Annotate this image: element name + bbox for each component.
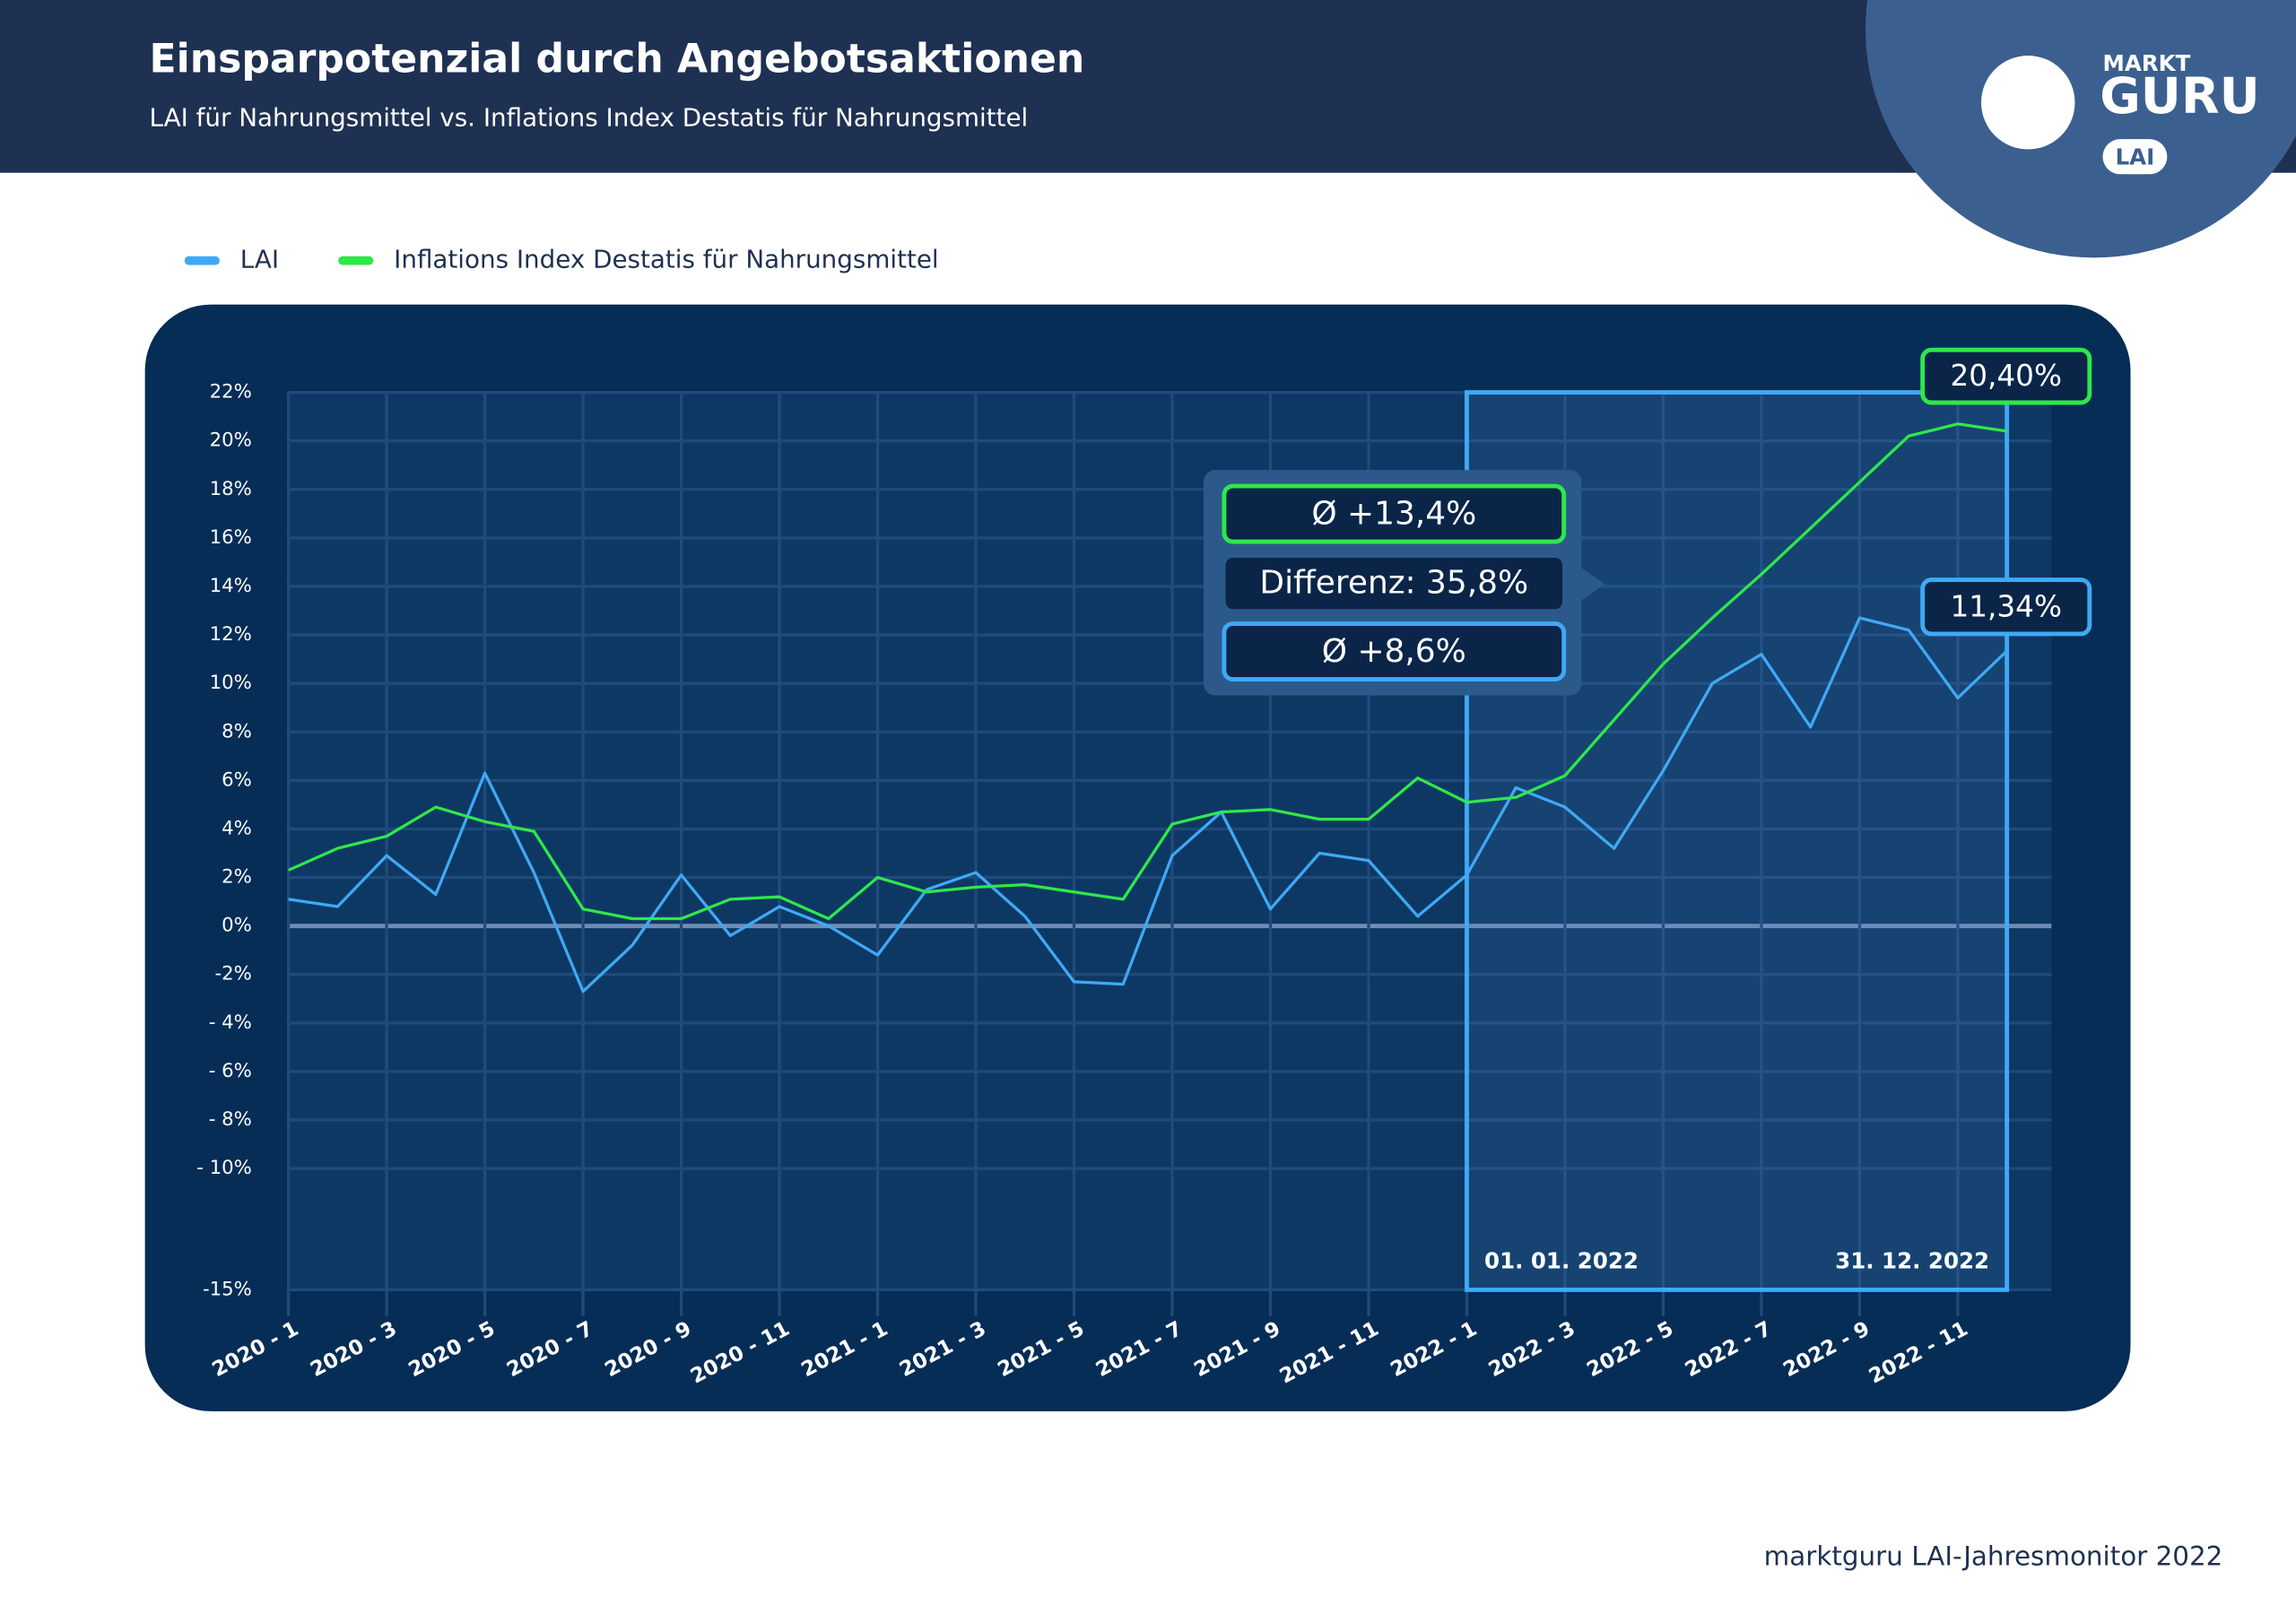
- y-tick-label: 4%: [222, 817, 252, 839]
- logo-top: MARKT: [2102, 50, 2190, 76]
- lai-end-label: 11,34%: [1951, 589, 2062, 623]
- y-tick-label: -15%: [203, 1278, 252, 1300]
- y-tick-label: 20%: [210, 430, 252, 452]
- logo-icon: [1980, 56, 2075, 150]
- y-tick-label: - 4%: [209, 1011, 252, 1034]
- footer: marktguru LAI-Jahresmonitor 2022: [1764, 1541, 2223, 1572]
- series-line: [288, 616, 2008, 994]
- difference: Differenz: 35,8%: [1259, 564, 1528, 601]
- legend-label: LAI: [240, 245, 279, 274]
- y-tick-label: 6%: [222, 768, 252, 791]
- logo-badge: LAI: [2116, 143, 2155, 169]
- inflation-average: Ø +13,4%: [1311, 496, 1476, 533]
- period-start: 01. 01. 2022: [1484, 1247, 1639, 1273]
- y-tick-label: - 10%: [196, 1157, 252, 1179]
- logo-main: GURU: [2100, 67, 2259, 126]
- difference-box: [1225, 558, 1563, 610]
- lai-end-label-box: [1920, 577, 2092, 637]
- y-tick-label: - 8%: [209, 1108, 252, 1131]
- legend-swatch: [338, 256, 374, 265]
- logo-circle: [1866, 0, 2296, 258]
- y-tick-label: 14%: [210, 575, 252, 597]
- tooltip-arrow: [1581, 568, 1605, 601]
- inflation-average-box: [1222, 483, 1567, 544]
- inflation-end-label: 20,40%: [1951, 359, 2062, 393]
- y-tick-label: - 6%: [209, 1060, 252, 1082]
- title: Einsparpotenzial durch Angebotsaktionen: [150, 37, 1085, 82]
- y-tick-label: 2%: [222, 866, 252, 889]
- lai-average: Ø +8,6%: [1322, 633, 1466, 670]
- legend-label: Inflations Index Destatis für Nahrungsmi…: [394, 245, 938, 274]
- inflation-end-label-box: [1920, 347, 2092, 405]
- y-tick-label: 12%: [210, 623, 252, 646]
- y-tick-label: 0%: [222, 915, 252, 937]
- y-tick-label: 18%: [210, 478, 252, 500]
- lai-average-box: [1222, 621, 1567, 682]
- logo-badge-bg: [2102, 139, 2168, 175]
- y-tick-label: 16%: [210, 526, 252, 549]
- legend-swatch: [184, 256, 220, 265]
- y-tick-label: -2%: [214, 963, 251, 985]
- subtitle: LAI für Nahrungsmittel vs. Inflations In…: [150, 102, 1029, 132]
- period-end: 31. 12. 2022: [1835, 1247, 1989, 1273]
- y-tick-label: 8%: [222, 720, 252, 742]
- series-line: [287, 422, 2007, 921]
- y-tick-label: 22%: [210, 381, 252, 404]
- y-tick-label: 10%: [210, 672, 252, 694]
